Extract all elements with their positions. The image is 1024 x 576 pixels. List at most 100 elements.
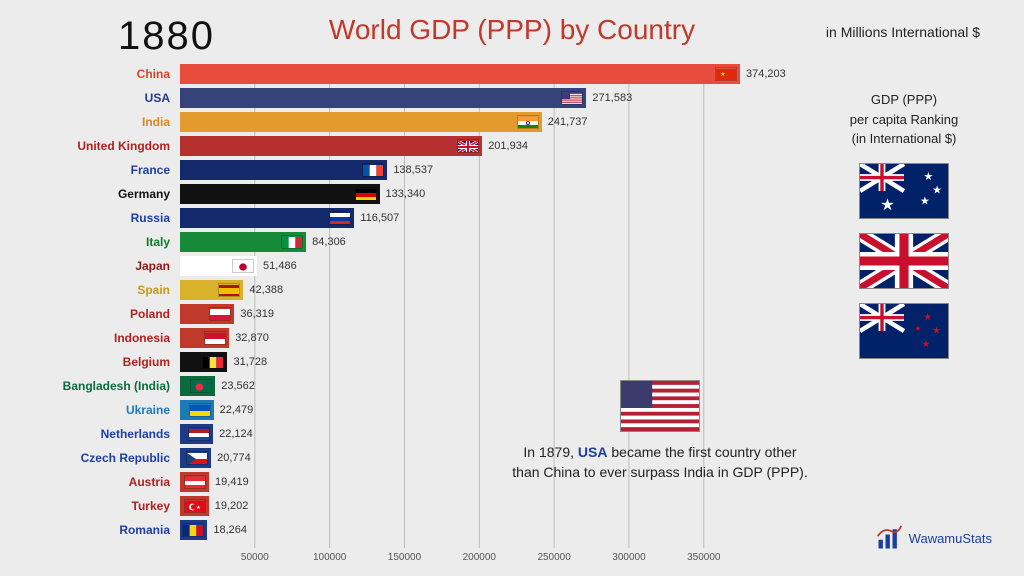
country-flag-icon bbox=[362, 163, 384, 177]
country-value: 22,479 bbox=[220, 404, 254, 416]
country-bar bbox=[180, 208, 354, 228]
country-label: Germany bbox=[118, 187, 176, 201]
country-bar bbox=[180, 136, 482, 156]
chart-row: Belgium 31,728 bbox=[0, 352, 760, 372]
country-value: 19,419 bbox=[215, 476, 249, 488]
country-bar: ★ bbox=[180, 496, 209, 516]
country-label: Netherlands bbox=[101, 427, 176, 441]
brand-icon bbox=[875, 524, 903, 552]
country-bar bbox=[180, 376, 215, 396]
country-label: Japan bbox=[135, 259, 176, 273]
country-flag-icon bbox=[561, 91, 583, 105]
country-flag-icon bbox=[186, 451, 208, 465]
country-label: Ukraine bbox=[126, 403, 176, 417]
country-value: 374,203 bbox=[746, 68, 786, 80]
chart-row: Poland36,319 bbox=[0, 304, 760, 324]
svg-text:★: ★ bbox=[720, 71, 726, 78]
country-label: India bbox=[142, 115, 176, 129]
country-flag-icon bbox=[189, 403, 211, 417]
country-bar bbox=[180, 112, 542, 132]
callout-text: In 1879, USA became the first country ot… bbox=[510, 442, 810, 483]
country-label: Romania bbox=[119, 523, 176, 537]
country-bar bbox=[180, 400, 214, 420]
svg-text:350000: 350000 bbox=[687, 552, 721, 563]
country-value: 20,774 bbox=[217, 452, 251, 464]
country-label: Russia bbox=[131, 211, 176, 225]
svg-text:★: ★ bbox=[923, 171, 933, 183]
svg-text:250000: 250000 bbox=[537, 552, 571, 563]
sidebar-line: per capita Ranking bbox=[814, 110, 994, 130]
country-bar bbox=[180, 256, 257, 276]
svg-text:★: ★ bbox=[932, 184, 942, 196]
country-bar bbox=[180, 424, 213, 444]
country-bar bbox=[180, 328, 229, 348]
svg-text:150000: 150000 bbox=[388, 552, 422, 563]
country-value: 133,340 bbox=[386, 188, 426, 200]
svg-text:★: ★ bbox=[920, 195, 930, 207]
country-value: 138,537 bbox=[393, 164, 433, 176]
country-value: 271,583 bbox=[592, 92, 632, 104]
country-bar bbox=[180, 472, 209, 492]
chart-row: Germany 133,340 bbox=[0, 184, 760, 204]
country-label: Austria bbox=[129, 475, 176, 489]
country-label: USA bbox=[145, 91, 176, 105]
svg-text:200000: 200000 bbox=[463, 552, 497, 563]
chart-row: Indonesia32,870 bbox=[0, 328, 760, 348]
country-label: United Kingdom bbox=[77, 139, 176, 153]
country-bar bbox=[180, 88, 586, 108]
country-flag-icon bbox=[184, 475, 206, 489]
svg-text:★: ★ bbox=[922, 339, 931, 350]
country-bar bbox=[180, 160, 387, 180]
ranking-flag: ★★★★ bbox=[859, 303, 949, 359]
chart-subtitle: in Millions International $ bbox=[826, 24, 980, 40]
country-bar: ★ bbox=[180, 64, 740, 84]
sidebar-line: GDP (PPP) bbox=[814, 90, 994, 110]
country-label: Spain bbox=[137, 283, 176, 297]
chart-row: Japan 51,486 bbox=[0, 256, 760, 276]
svg-text:100000: 100000 bbox=[313, 552, 347, 563]
country-flag-icon bbox=[218, 283, 240, 297]
country-flag-icon bbox=[329, 211, 351, 225]
svg-text:★: ★ bbox=[923, 312, 932, 323]
chart-row: France138,537 bbox=[0, 160, 760, 180]
callout-flag bbox=[620, 380, 700, 432]
chart-row: USA 271,583 bbox=[0, 88, 760, 108]
country-label: Italy bbox=[146, 235, 176, 249]
country-value: 42,388 bbox=[249, 284, 283, 296]
country-flag-icon bbox=[209, 307, 231, 321]
country-flag-icon bbox=[457, 139, 479, 153]
country-bar bbox=[180, 352, 227, 372]
country-bar bbox=[180, 448, 211, 468]
chart-row: Spain 42,388 bbox=[0, 280, 760, 300]
country-value: 23,562 bbox=[221, 380, 255, 392]
country-value: 51,486 bbox=[263, 260, 297, 272]
country-flag-icon bbox=[188, 427, 210, 441]
country-value: 31,728 bbox=[233, 356, 267, 368]
country-label: Turkey bbox=[132, 499, 176, 513]
svg-text:★: ★ bbox=[932, 325, 941, 336]
country-value: 18,264 bbox=[213, 524, 247, 536]
country-label: Belgium bbox=[123, 355, 176, 369]
chart-row: India 241,737 bbox=[0, 112, 760, 132]
svg-text:50000: 50000 bbox=[241, 552, 269, 563]
country-flag-icon: ★ bbox=[184, 499, 206, 513]
country-bar bbox=[180, 184, 380, 204]
country-value: 241,737 bbox=[548, 116, 588, 128]
country-flag-icon bbox=[355, 187, 377, 201]
svg-text:★: ★ bbox=[196, 505, 201, 511]
country-flag-icon bbox=[182, 523, 204, 537]
ranking-flag bbox=[859, 233, 949, 289]
brand-label: WawamuStats bbox=[875, 524, 992, 552]
country-label: Poland bbox=[130, 307, 176, 321]
country-flag-icon bbox=[281, 235, 303, 249]
country-bar bbox=[180, 280, 243, 300]
country-flag-icon bbox=[202, 355, 224, 369]
country-label: Indonesia bbox=[114, 331, 176, 345]
chart-row: China★374,203 bbox=[0, 64, 760, 84]
svg-text:★: ★ bbox=[915, 324, 922, 333]
svg-text:★: ★ bbox=[880, 195, 895, 213]
country-flag-icon bbox=[517, 115, 539, 129]
svg-text:300000: 300000 bbox=[612, 552, 646, 563]
country-bar bbox=[180, 520, 207, 540]
chart-row: Romania 18,264 bbox=[0, 520, 760, 540]
